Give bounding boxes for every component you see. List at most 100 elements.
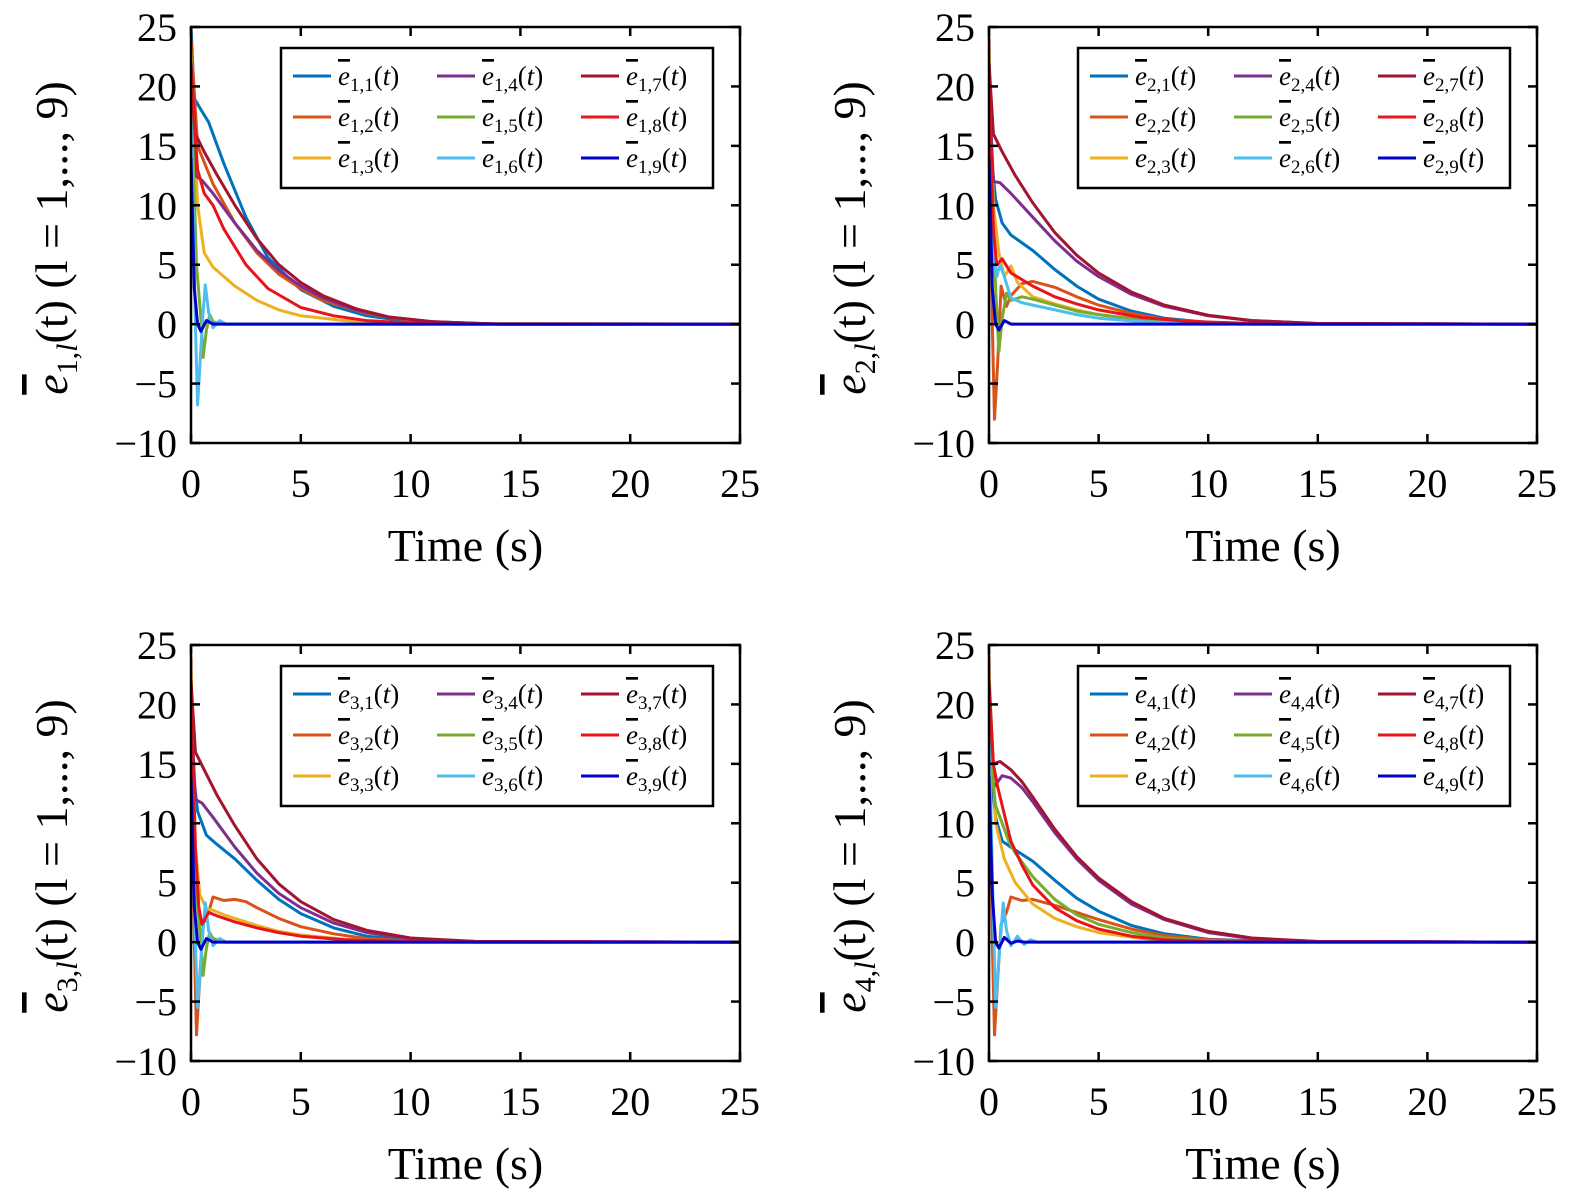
legend-item-4-4: e4,4(t): [1234, 679, 1340, 714]
legend-label: e1,6(t): [482, 143, 543, 178]
y-tick-label: 5: [157, 243, 177, 288]
legend-label: e3,7(t): [626, 679, 687, 714]
y-tick-label: 25: [137, 623, 177, 668]
legend-label: e2,3(t): [1135, 143, 1196, 178]
y-tick-label: −5: [932, 362, 975, 407]
legend-box: [1076, 664, 1512, 808]
legend-label: e3,5(t): [482, 720, 543, 755]
x-tick-label: 20: [610, 461, 650, 506]
legend-item-4-6: e4,6(t): [1234, 761, 1340, 796]
legend-label: e4,9(t): [1423, 761, 1484, 796]
legend-item-1-5: e1,5(t): [437, 102, 543, 137]
axes-frame: [987, 643, 1539, 1063]
legend-item-4-9: e4,9(t): [1378, 761, 1484, 796]
x-tick-label: 5: [291, 461, 311, 506]
x-tick-label: 0: [979, 1079, 999, 1124]
legend-label: e1,1(t): [338, 61, 399, 96]
legend-item-2-2: e2,2(t): [1090, 102, 1196, 137]
y-tick-label: 10: [137, 801, 177, 846]
y-tick-label: 20: [935, 64, 975, 109]
legend-item-4-8: e4,8(t): [1378, 720, 1484, 755]
series-line-4-6: [989, 728, 1537, 1009]
legend-item-1-9: e1,9(t): [581, 143, 687, 178]
legend: e2,1(t) e2,2(t) e2,3(t) e2,4(t) e2,5(t) e2,6(…: [1076, 46, 1512, 190]
series-line-3-6: [191, 728, 740, 1009]
legend-item-3-2: e3,2(t): [293, 720, 399, 755]
x-tick-label: 10: [1188, 1079, 1228, 1124]
y-tick-label: −5: [134, 980, 177, 1025]
y-tick-label: 0: [955, 920, 975, 965]
legend-label: e1,5(t): [482, 102, 543, 137]
x-tick-label: 0: [181, 461, 201, 506]
series-line-2-9: [989, 157, 1537, 332]
x-tick-label: 25: [720, 1079, 760, 1124]
y-tick-label: −10: [114, 421, 177, 466]
y-tick-label: 0: [157, 920, 177, 965]
legend-item-3-9: e3,9(t): [581, 761, 687, 796]
y-tick-label: 15: [935, 124, 975, 169]
legend-label: e4,1(t): [1135, 679, 1196, 714]
series-line-1-6: [191, 110, 740, 407]
series-group: [191, 27, 740, 407]
legend-item-3-1: e3,1(t): [293, 679, 399, 714]
chart-panel-2: 0 5 10 15 20 25 −10 −5 0 5 10 15 20 25 Time (s) e2,l(t)…: [824, 5, 1557, 571]
y-tick-label: 25: [935, 5, 975, 50]
y-tick-label: 10: [935, 801, 975, 846]
series-group: [989, 656, 1537, 1037]
legend-label: e2,1(t): [1135, 61, 1196, 96]
legend-label: e3,6(t): [482, 761, 543, 796]
legend-label: e2,4(t): [1279, 61, 1340, 96]
legend-item-2-4: e2,4(t): [1234, 61, 1340, 96]
y-tick-label: −10: [912, 421, 975, 466]
legend-label: e1,7(t): [626, 61, 687, 96]
x-tick-label: 0: [979, 461, 999, 506]
legend-item-4-5: e4,5(t): [1234, 720, 1340, 755]
x-axis-label: Time (s): [388, 1138, 544, 1189]
chart-panel-3: 0 5 10 15 20 25 −10 −5 0 5 10 15 20 25 Time (s) e3,l(t)…: [26, 623, 760, 1189]
legend-label: e1,4(t): [482, 61, 543, 96]
legend-label: e1,2(t): [338, 102, 399, 137]
series-line-4-9: [989, 775, 1537, 950]
legend-label: e3,1(t): [338, 679, 399, 714]
x-tick-label: 15: [1298, 1079, 1338, 1124]
legend-label: e4,7(t): [1423, 679, 1484, 714]
legend-label: e2,8(t): [1423, 102, 1484, 137]
x-tick-label: 15: [500, 1079, 540, 1124]
y-tick-label: 15: [137, 742, 177, 787]
y-tick-label: 5: [955, 861, 975, 906]
x-axis-label: Time (s): [388, 520, 544, 571]
y-tick-label: 20: [137, 682, 177, 727]
series-line-3-9: [191, 775, 740, 951]
series-line-4-7: [989, 680, 1537, 944]
x-axis-label: Time (s): [1185, 520, 1341, 571]
y-axis-label-group: e3,l(t) (l = 1,..., 9): [26, 699, 84, 1013]
x-tick-label: 25: [720, 461, 760, 506]
x-axis-label: Time (s): [1185, 1138, 1341, 1189]
series-line-3-8: [191, 692, 740, 944]
legend-label: e4,5(t): [1279, 720, 1340, 755]
legend-label: e1,3(t): [338, 143, 399, 178]
y-tick-label: 15: [137, 124, 177, 169]
y-tick-label: −10: [114, 1039, 177, 1084]
legend-item-3-4: e3,4(t): [437, 679, 543, 714]
y-axis-label-group: e2,l(t) (l = 1,..., 9): [824, 81, 882, 395]
legend-label: e2,2(t): [1135, 102, 1196, 137]
legend-item-1-4: e1,4(t): [437, 61, 543, 96]
legend-label: e4,2(t): [1135, 720, 1196, 755]
legend-item-1-2: e1,2(t): [293, 102, 399, 137]
axes-frame: [189, 25, 742, 445]
legend-item-1-8: e1,8(t): [581, 102, 687, 137]
x-tick-label: 10: [1188, 461, 1228, 506]
legend-item-2-8: e2,8(t): [1378, 102, 1484, 137]
x-tick-label: 20: [610, 1079, 650, 1124]
series-line-2-7: [989, 62, 1537, 326]
y-tick-label: 10: [137, 183, 177, 228]
x-tick-label: 15: [1298, 461, 1338, 506]
legend-label: e2,7(t): [1423, 61, 1484, 96]
y-tick-label: −5: [932, 980, 975, 1025]
legend-label: e4,3(t): [1135, 761, 1196, 796]
legend-item-2-3: e2,3(t): [1090, 143, 1196, 178]
legend-item-1-7: e1,7(t): [581, 61, 687, 96]
legend-box: [279, 664, 715, 808]
